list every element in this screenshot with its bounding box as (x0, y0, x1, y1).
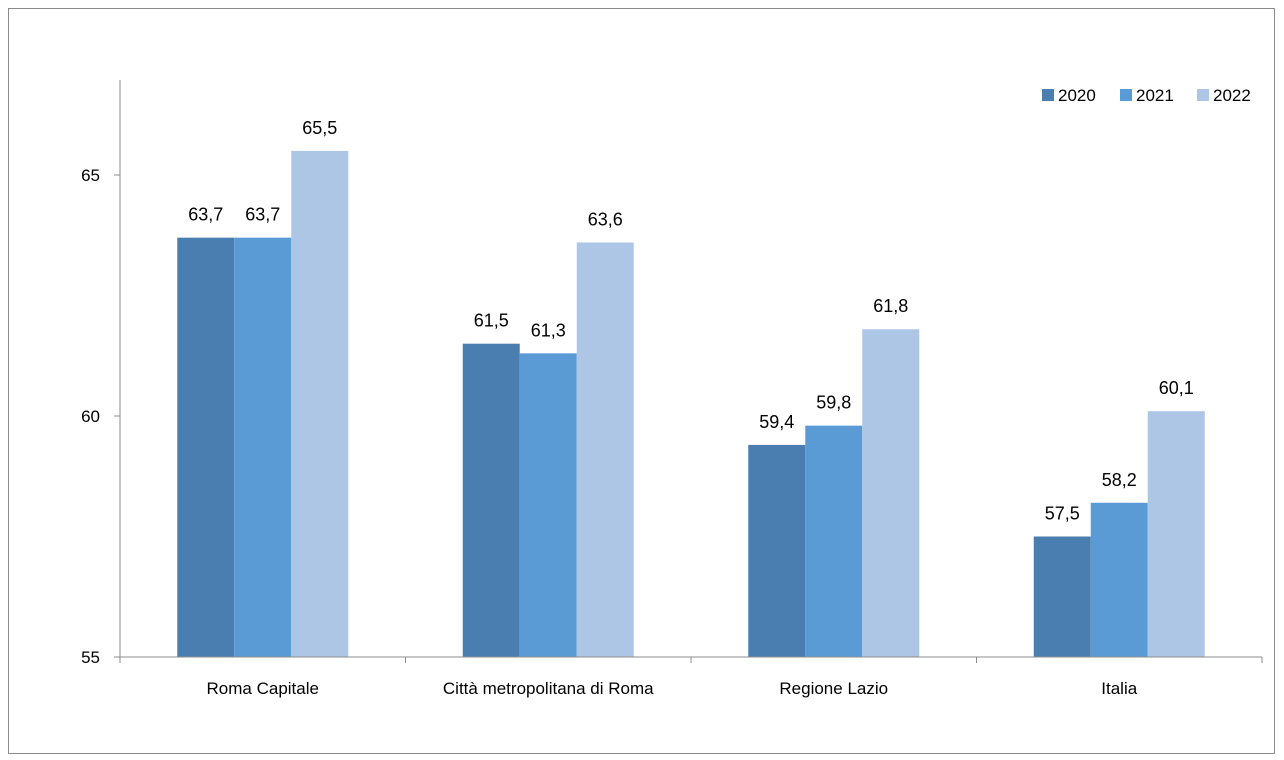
axes-layer: 55 60 65 (81, 80, 1263, 667)
bar-2020-2 (748, 444, 806, 657)
data-label-2022-2: 61,8 (873, 296, 908, 316)
bar-2022-3 (1147, 411, 1205, 657)
data-label-2020-1: 61,5 (474, 311, 509, 331)
data-label-2020-2: 59,4 (759, 412, 794, 432)
data-label-2020-3: 57,5 (1045, 504, 1080, 524)
y-tick-label: 55 (81, 648, 100, 667)
bar-2021-2 (805, 425, 863, 657)
bar-2020-0 (177, 237, 235, 657)
data-label-2020-0: 63,7 (188, 205, 223, 225)
category-label: Regione Lazio (779, 679, 888, 698)
legend-label-2022: 2022 (1213, 86, 1251, 105)
legend-swatch-2021 (1120, 89, 1132, 101)
legend: 2020 2021 2022 (1042, 86, 1251, 105)
data-label-2021-1: 61,3 (531, 320, 566, 340)
bar-2020-3 (1033, 536, 1091, 657)
y-tick-label: 65 (81, 166, 100, 185)
bar-2021-3 (1090, 502, 1148, 657)
data-label-2021-2: 59,8 (816, 393, 851, 413)
y-tick-label: 60 (81, 407, 100, 426)
bar-2022-1 (576, 242, 634, 658)
legend-swatch-2020 (1042, 89, 1054, 101)
data-label-2022-3: 60,1 (1159, 378, 1194, 398)
legend-label-2020: 2020 (1058, 86, 1096, 105)
labels-layer: 63,7 63,7 65,5 Roma Capitale 61,5 61,3 63,6 Cit… (188, 118, 1194, 698)
data-label-2022-1: 63,6 (588, 209, 623, 229)
bar-2021-1 (519, 353, 577, 657)
data-label-2022-0: 65,5 (302, 118, 337, 138)
bar-2022-2 (862, 329, 920, 657)
bar-2022-0 (291, 150, 349, 657)
legend-label-2021: 2021 (1136, 86, 1174, 105)
bar-2021-0 (234, 237, 292, 657)
category-label: Italia (1101, 679, 1137, 698)
bars-layer (177, 150, 1205, 658)
category-label: Roma Capitale (207, 679, 319, 698)
legend-swatch-2022 (1197, 89, 1209, 101)
bar-2020-1 (462, 343, 520, 657)
category-label: Città metropolitana di Roma (443, 679, 654, 698)
data-label-2021-0: 63,7 (245, 205, 280, 225)
data-label-2021-3: 58,2 (1102, 470, 1137, 490)
